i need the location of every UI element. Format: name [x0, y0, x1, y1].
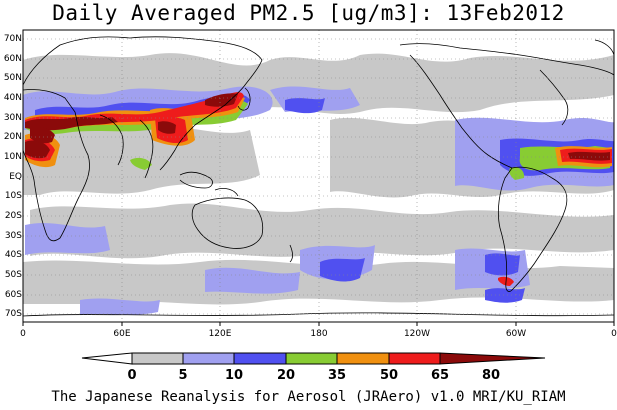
lon-label-0-left: 0: [20, 329, 26, 339]
lat-label-10s: 10S: [4, 191, 22, 201]
colorbar-label-65: 65: [430, 368, 450, 383]
lat-label-70s: 70S: [4, 309, 22, 319]
lat-label-70n: 70N: [3, 34, 22, 44]
lon-label-60e: 60E: [113, 329, 131, 339]
lat-label-30s: 30S: [4, 231, 22, 241]
lon-label-180: 180: [310, 329, 328, 339]
colorbar-swatch-10-20: [182, 352, 235, 365]
lat-label-10n: 10N: [3, 152, 22, 162]
colorbar-swatch-20-35: [233, 352, 287, 365]
concentration-field: [23, 36, 614, 317]
lat-label-30n: 30N: [3, 113, 22, 123]
lat-label-20n: 20N: [3, 132, 22, 142]
colorbar-swatch-35-50: [285, 352, 338, 365]
lat-label-50n: 50N: [3, 73, 22, 83]
level-over-80-regions: [25, 93, 610, 161]
lon-label-0-right: 0: [611, 329, 617, 339]
lat-label-20s: 20S: [4, 211, 22, 221]
lat-label-60n: 60N: [3, 54, 22, 64]
footer-credit: The Japanese Reanalysis for Aerosol (JRA…: [51, 389, 566, 405]
colorbar-swatch-over-80: [439, 352, 546, 365]
lat-label-60s: 60S: [4, 290, 22, 300]
colorbar-label-50: 50: [379, 368, 399, 383]
colorbar-label-20: 20: [276, 368, 296, 383]
lon-label-60w: 60W: [505, 329, 527, 339]
lon-label-120w: 120W: [403, 329, 431, 339]
colorbar-swatch-65-80: [388, 352, 441, 365]
colorbar-label-10: 10: [224, 368, 244, 383]
axis-ticks: [22, 322, 615, 326]
lat-label-40n: 40N: [3, 93, 22, 103]
lat-label-40s: 40S: [4, 250, 22, 260]
lat-label-50s: 50S: [4, 270, 22, 280]
colorbar-swatch-0-5: [81, 352, 133, 365]
colorbar-label-35: 35: [327, 368, 347, 383]
coastlines: [23, 36, 614, 317]
colorbar-label-0: 0: [127, 368, 137, 383]
colorbar-label-5: 5: [178, 368, 188, 383]
lon-label-120e: 120E: [208, 329, 232, 339]
colorbar: [81, 352, 546, 365]
map-title: Daily Averaged PM2.5 [ug/m3]: 13Feb2012: [52, 1, 565, 25]
colorbar-label-80: 80: [481, 368, 501, 383]
lat-label-eq: EQ: [9, 172, 22, 182]
gridlines: [23, 30, 614, 322]
colorbar-swatch-50-65: [336, 352, 390, 365]
colorbar-swatch-5-10: [131, 352, 184, 365]
